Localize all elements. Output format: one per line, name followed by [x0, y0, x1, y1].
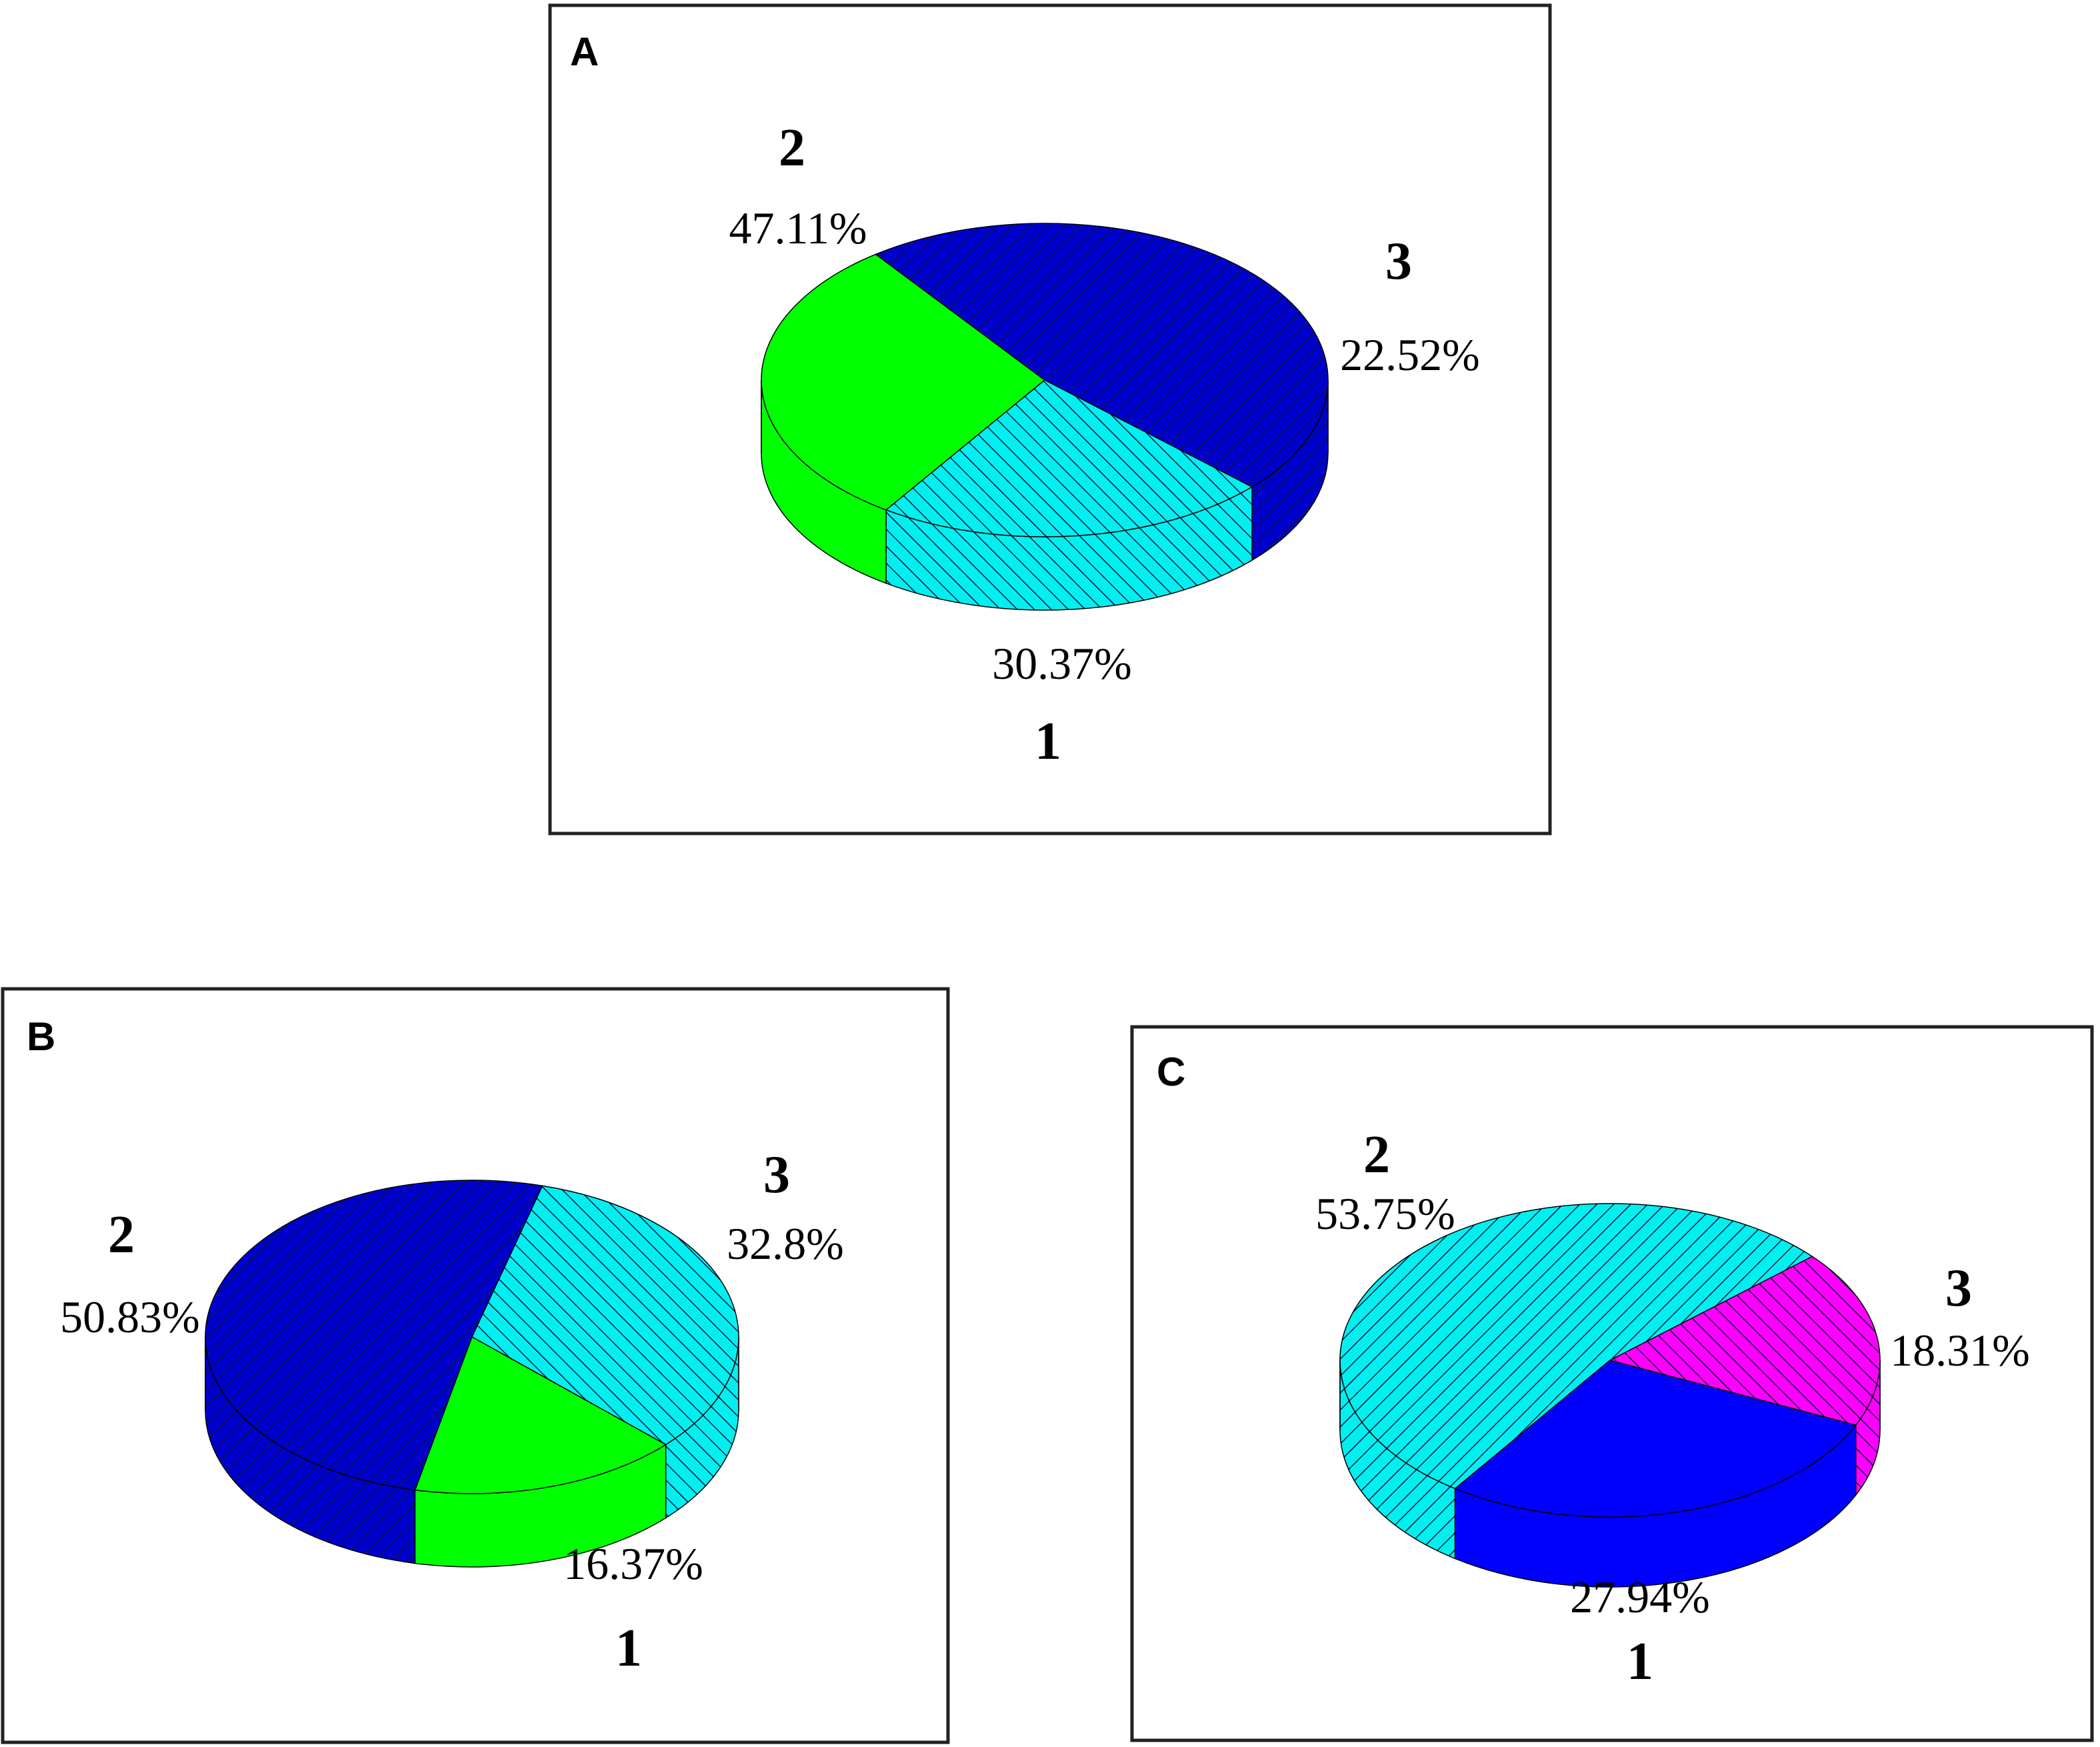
panel-c-letter: C — [1157, 1050, 1185, 1094]
panel-a-slice-2-top — [874, 223, 1329, 488]
panel-b-slice-3-number: 3 — [763, 1146, 790, 1204]
panel-a-slice-3-percent: 22.52% — [1340, 329, 1480, 380]
panel-c-slice-1-top — [1454, 1360, 1857, 1518]
panel-c-slice-3-top — [1608, 1256, 1881, 1426]
panel-b-pie — [205, 1180, 739, 1568]
panel-c-slice-3-number: 3 — [1945, 1259, 1972, 1318]
panel-a: A 2 47.11% 3 22.52% 30.37% 1 — [548, 3, 1552, 835]
panel-b-slice-1-top — [414, 1336, 667, 1494]
panel-c-slice-2-percent: 53.75% — [1315, 1188, 1455, 1239]
panel-c-slice-3-percent: 18.31% — [1890, 1325, 2030, 1376]
panel-c-slice-1-percent: 27.94% — [1570, 1572, 1710, 1622]
panel-b-slice-3-top — [471, 1185, 739, 1446]
panel-a-slice-1-number: 1 — [1035, 712, 1061, 771]
panel-b-slice-1-percent: 16.37% — [563, 1538, 703, 1589]
panel-b-slice-2-top — [205, 1180, 543, 1491]
panel-b-letter: B — [27, 1014, 55, 1059]
panel-b-slice-2-number: 2 — [108, 1206, 135, 1264]
panel-b-slice-3-percent: 32.8% — [727, 1218, 844, 1269]
panel-c: C 2 53.75% 3 18.31% 27.94% 1 — [1130, 1025, 2094, 1742]
panel-a-slice-2-number: 2 — [779, 119, 805, 177]
panel-b-slice-1-number: 1 — [615, 1619, 642, 1678]
panel-a-slice-1-percent: 30.37% — [992, 638, 1132, 689]
panel-c-slice-1-number: 1 — [1627, 1632, 1653, 1691]
panel-c-slice-2-number: 2 — [1363, 1126, 1390, 1184]
panel-a-letter: A — [570, 29, 599, 74]
panel-a-pie — [761, 223, 1329, 611]
panel-c-pie — [1339, 1203, 1881, 1588]
panel-c-slice-2-top — [1339, 1203, 1813, 1490]
panel-b: B 2 50.83% 3 32.8% 16.37% 1 — [1, 987, 950, 1744]
panel-a-slice-3-top — [885, 379, 1253, 537]
panel-a-slice-2-percent: 47.11% — [729, 203, 867, 253]
panel-a-slice-3-number: 3 — [1385, 232, 1412, 291]
panel-b-slice-2-percent: 50.83% — [60, 1292, 200, 1342]
